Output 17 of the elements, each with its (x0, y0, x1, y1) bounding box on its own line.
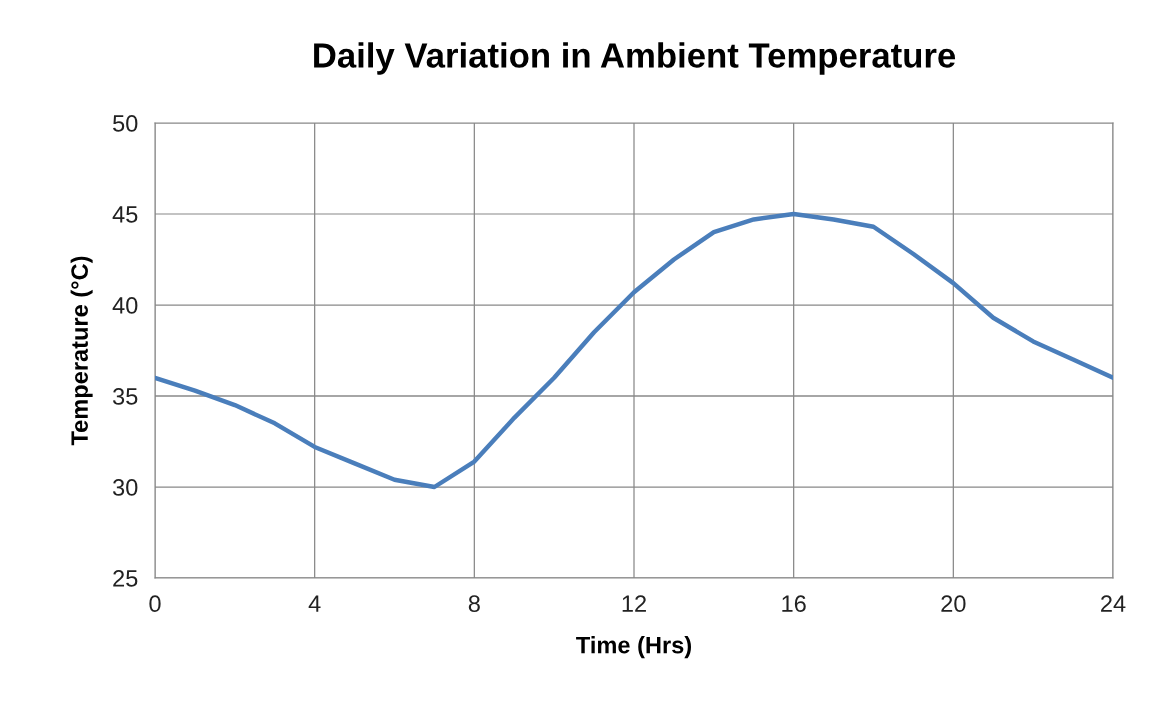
x-tick-label: 20 (941, 595, 966, 613)
x-axis-title: Time (Hrs) (576, 636, 691, 659)
x-tick-label: 12 (622, 595, 646, 612)
x-tick-label: 0 (149, 595, 161, 613)
x-tick-label: 8 (468, 595, 480, 613)
y-axis-title: Temperature (°C) (70, 256, 93, 446)
y-tick-label: 30 (112, 479, 138, 496)
y-tick-label: 35 (112, 388, 138, 405)
x-tick-label: 24 (1101, 595, 1126, 612)
x-tick-label: 4 (308, 595, 321, 612)
chart-title: Daily Variation in Ambient Temperature (314, 42, 956, 75)
y-tick-label: 25 (113, 570, 138, 587)
x-tick-label: 16 (782, 595, 806, 613)
y-tick-label: 40 (112, 297, 138, 314)
y-tick-label: 45 (112, 206, 138, 223)
line-series (155, 211, 1113, 490)
y-tick-label: 50 (113, 115, 138, 132)
